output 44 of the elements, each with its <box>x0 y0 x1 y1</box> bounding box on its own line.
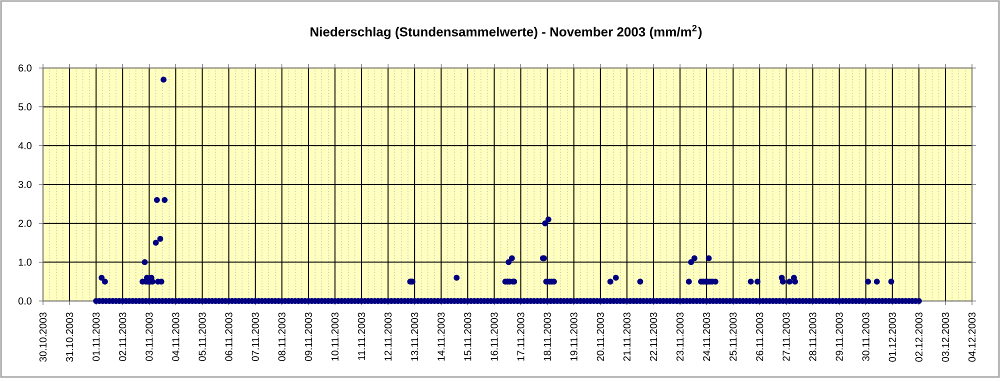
x-tick-label: 23.11.2003 <box>676 312 684 361</box>
y-tick-label: 5.0 <box>18 103 32 110</box>
y-tick-label: 6.0 <box>18 64 32 72</box>
x-tick-label: 05.11.2003 <box>198 312 206 361</box>
x-tick-label: 06.11.2003 <box>225 312 232 361</box>
x-tick-label: 14.11.2003 <box>438 312 445 361</box>
x-tick-label: 26.11.2003 <box>756 312 764 361</box>
y-tick-label: 4.0 <box>18 142 32 150</box>
x-tick-label: 15.11.2003 <box>464 312 472 361</box>
y-tick-label: 1.0 <box>18 258 32 266</box>
x-tick-label: 24.11.2003 <box>703 312 710 361</box>
x-tick-label: 01.12.2003 <box>888 312 896 362</box>
x-tick-label: 10.11.2003 <box>331 312 339 361</box>
x-tick-label: 12.11.2003 <box>384 312 392 361</box>
x-tick-label: 02.12.2003 <box>915 312 922 362</box>
x-tick-label: 13.11.2003 <box>411 312 418 361</box>
x-tick-label: 09.11.2003 <box>304 312 312 361</box>
x-tick-label: 28.11.2003 <box>809 312 816 361</box>
x-tick-label: 25.11.2003 <box>730 312 737 361</box>
x-tick-label: 27.11.2003 <box>782 312 790 361</box>
x-tick-label: 16.11.2003 <box>490 312 498 361</box>
y-tick-label: 2.0 <box>18 220 32 227</box>
x-tick-label: 07.11.2003 <box>252 312 259 361</box>
x-tick-label: 04.11.2003 <box>172 312 180 361</box>
chart-title: Niederschlag (Stundensammelwerte) - November 2003 (mm/m$^{2}$) <box>310 24 702 40</box>
x-tick-label: 22.11.2003 <box>650 312 658 361</box>
x-tick-label: 20.11.2003 <box>596 312 604 361</box>
y-tick-label: 3.0 <box>18 180 32 188</box>
x-tick-label: 31.10.2003 <box>66 312 74 362</box>
x-tick-label: 01.11.2003 <box>92 312 100 361</box>
x-tick-label: 03.12.2003 <box>942 312 949 362</box>
x-tick-label: 30.11.2003 <box>862 312 870 361</box>
x-tick-label: 17.11.2003 <box>517 312 524 361</box>
x-tick-label: 08.11.2003 <box>278 312 286 361</box>
y-tick-label: 0.0 <box>18 297 32 305</box>
x-tick-label: 19.11.2003 <box>570 312 578 361</box>
x-tick-label: 30.10.2003 <box>39 312 47 362</box>
x-tick-label: 21.11.2003 <box>623 312 630 361</box>
x-tick-label: 18.11.2003 <box>544 312 551 361</box>
x-tick-label: 02.11.2003 <box>119 312 126 361</box>
x-tick-label: 11.11.2003 <box>358 312 366 360</box>
x-tick-label: 29.11.2003 <box>836 312 843 361</box>
x-tick-label: 03.11.2003 <box>146 312 153 361</box>
x-tick-label: 04.12.2003 <box>968 312 976 362</box>
